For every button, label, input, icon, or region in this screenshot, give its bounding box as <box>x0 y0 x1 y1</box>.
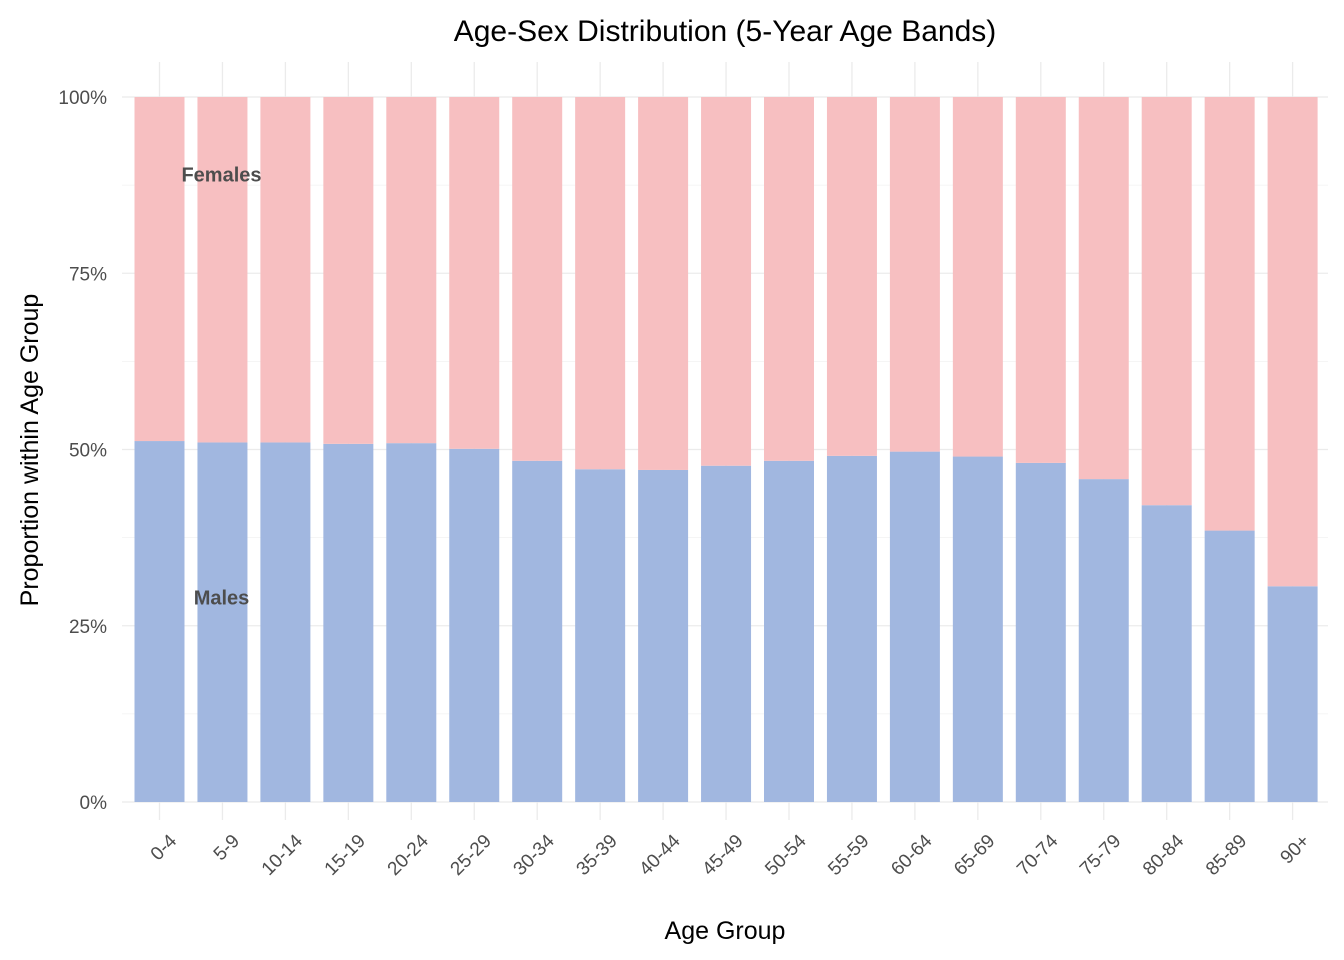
annotations: Females Males <box>181 165 261 610</box>
bar-males-70-74 <box>1015 462 1066 802</box>
x-tick-label: 45-49 <box>698 831 747 880</box>
x-tick-label: 15-19 <box>321 831 370 880</box>
bar-males-90+ <box>1267 586 1318 802</box>
bar-males-20-24 <box>386 443 437 802</box>
bar-males-35-39 <box>575 469 626 802</box>
x-tick-label: 30-34 <box>510 830 560 880</box>
bar-females-20-24 <box>386 97 437 444</box>
bar-females-15-19 <box>323 97 374 444</box>
bar-males-65-69 <box>952 456 1003 802</box>
x-axis-title: Age Group <box>665 917 786 945</box>
bar-females-0-4 <box>134 97 185 442</box>
bar-males-15-19 <box>323 443 374 802</box>
annotation-females: Females <box>181 165 261 187</box>
bar-females-40-44 <box>638 97 689 470</box>
bar-females-70-74 <box>1015 97 1066 463</box>
y-tick-label: 25% <box>69 617 107 638</box>
bar-females-10-14 <box>260 97 311 443</box>
bar-males-55-59 <box>826 455 877 802</box>
y-tick-label: 0% <box>80 793 108 814</box>
x-tick-label: 20-24 <box>384 830 434 880</box>
bar-females-85-89 <box>1204 97 1255 531</box>
x-tick-label: 25-29 <box>447 831 496 880</box>
bar-females-5-9 <box>197 97 248 443</box>
x-tick-label: 55-59 <box>824 831 873 880</box>
x-tick-label: 5-9 <box>210 831 244 865</box>
x-tick-label: 85-89 <box>1202 831 1251 880</box>
y-tick-label: 50% <box>69 441 107 462</box>
x-tick-label: 75-79 <box>1076 831 1125 880</box>
x-tick-label: 40-44 <box>635 830 685 880</box>
bar-males-30-34 <box>512 460 563 802</box>
bar-females-50-54 <box>764 97 814 461</box>
x-tick-label: 65-69 <box>950 831 999 880</box>
bar-females-65-69 <box>952 97 1003 457</box>
x-tick-label: 10-14 <box>258 830 308 880</box>
bar-males-25-29 <box>449 448 500 802</box>
bar-males-85-89 <box>1204 530 1255 802</box>
annotation-males: Males <box>194 588 250 610</box>
x-axis-ticks: 0-4 5-9 10-14 15-19 20-24 25-29 30-34 35-39 40-4… <box>147 830 1314 880</box>
bar-females-75-79 <box>1078 97 1129 480</box>
chart-title: Age-Sex Distribution (5-Year Age Bands) <box>454 15 997 48</box>
x-tick-label: 60-64 <box>887 830 937 880</box>
bar-males-60-64 <box>889 451 940 802</box>
x-tick-label: 80-84 <box>1139 830 1189 880</box>
y-axis-title: Proportion within Age Group <box>16 294 44 607</box>
x-tick-label: 35-39 <box>573 831 622 880</box>
bar-males-0-4 <box>134 441 185 802</box>
y-tick-label: 75% <box>69 264 107 285</box>
x-tick-label: 90+ <box>1277 831 1315 869</box>
bar-males-50-54 <box>764 460 814 802</box>
x-tick-label: 50-54 <box>761 830 811 880</box>
bar-females-90+ <box>1267 97 1318 587</box>
y-axis-ticks: 0% 25% 50% 75% 100% <box>58 88 107 814</box>
bars <box>134 97 1318 802</box>
bar-males-40-44 <box>638 469 689 802</box>
bar-females-30-34 <box>512 97 563 461</box>
bar-females-45-49 <box>701 97 752 466</box>
bar-males-5-9 <box>197 442 248 802</box>
y-tick-label: 100% <box>58 88 107 109</box>
bar-females-60-64 <box>889 97 940 452</box>
bar-females-25-29 <box>449 97 500 449</box>
x-tick-label: 70-74 <box>1013 830 1063 880</box>
bar-males-45-49 <box>701 465 752 802</box>
bar-females-35-39 <box>575 97 626 470</box>
bar-females-55-59 <box>826 97 877 456</box>
bar-males-75-79 <box>1078 479 1129 802</box>
x-tick-label: 0-4 <box>147 830 182 865</box>
bar-males-80-84 <box>1141 505 1192 802</box>
bar-males-10-14 <box>260 442 311 802</box>
bar-females-80-84 <box>1141 97 1192 506</box>
